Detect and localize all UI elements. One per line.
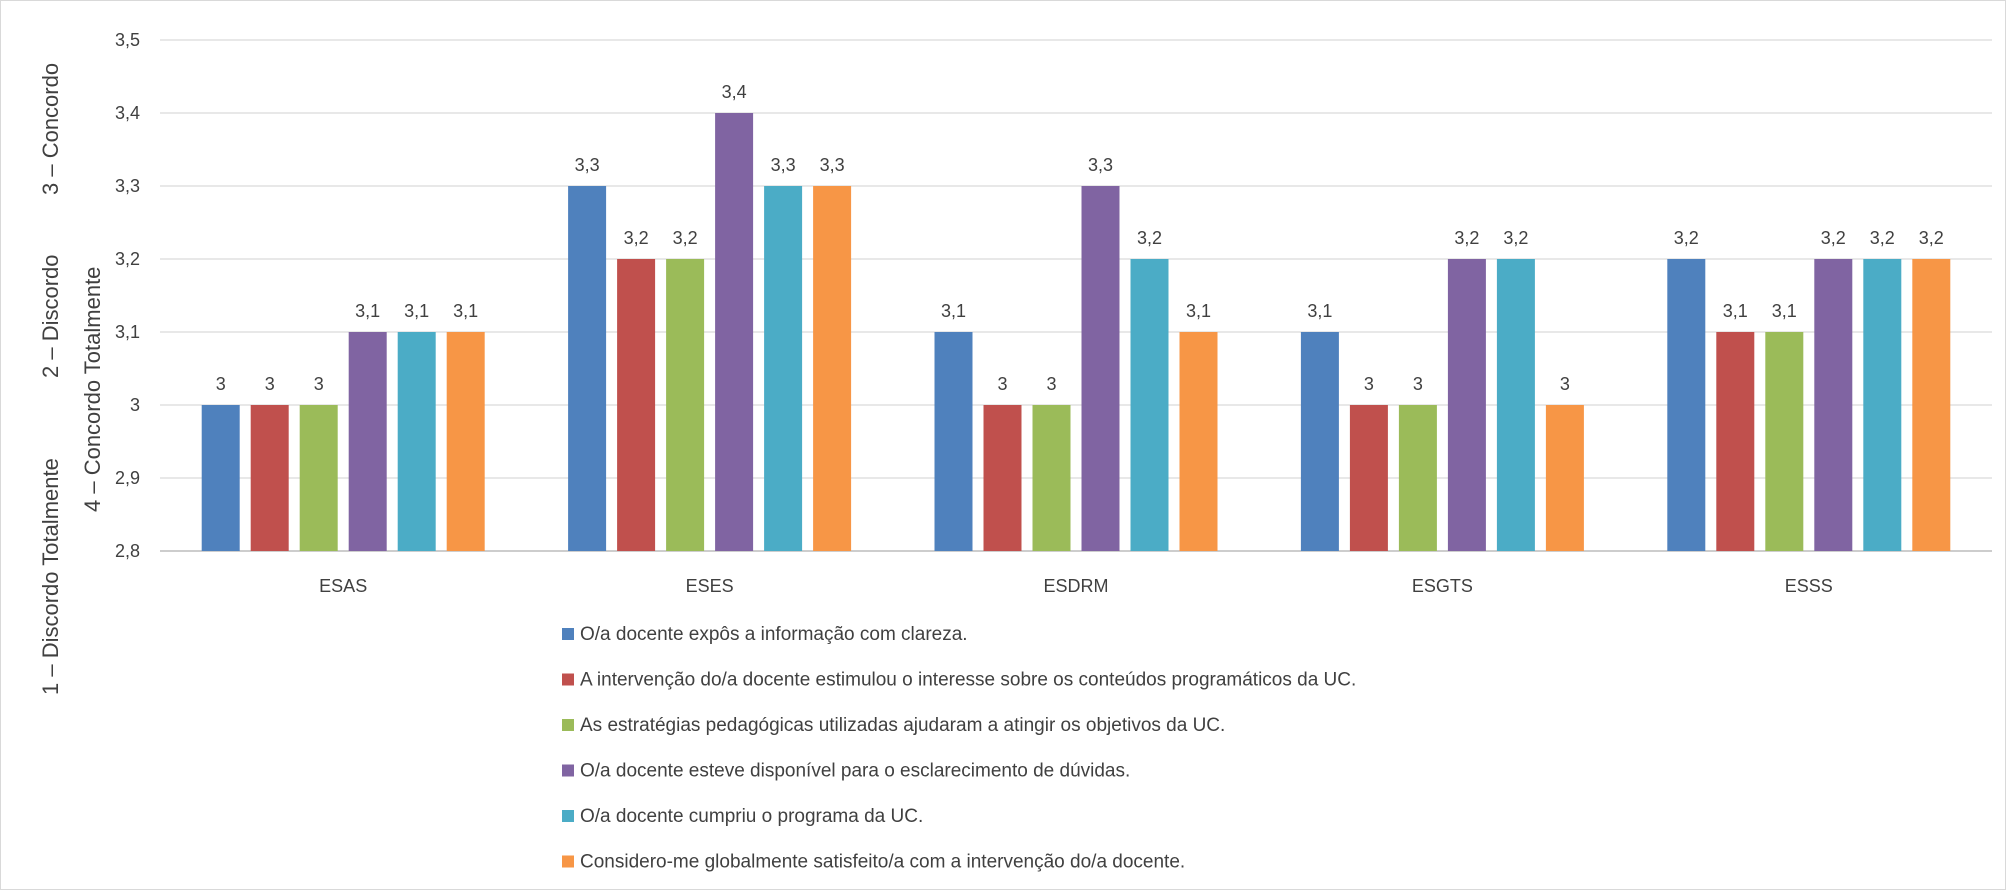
bar-value-label: 3,2 (673, 228, 698, 248)
y-tick-label: 3,5 (115, 30, 140, 50)
bar-value-label: 3,1 (404, 301, 429, 321)
bar-value-label: 3 (314, 374, 324, 394)
bar-value-label: 3 (265, 374, 275, 394)
bar (1667, 259, 1706, 551)
bar-value-label: 3 (997, 374, 1007, 394)
legend-label: O/a docente cumpriu o programa da UC. (580, 806, 923, 827)
bar (250, 405, 289, 551)
legend-swatch (562, 764, 574, 777)
bar (446, 332, 485, 551)
legend-swatch (562, 673, 574, 686)
x-tick-label: ESSS (1785, 576, 1833, 596)
y-axis-title: 1 – Discordo Totalmente 2 – Discordo 3 – C… (38, 63, 105, 695)
bar (934, 332, 973, 551)
bar-value-label: 3,1 (941, 301, 966, 321)
bar (666, 259, 705, 551)
y-tick-label: 3,4 (115, 103, 140, 123)
legend-label: As estratégias pedagógicas utilizadas aj… (580, 715, 1225, 736)
bar-value-label: 3,1 (1307, 301, 1332, 321)
bar (1349, 405, 1388, 551)
x-tick-label: ESGTS (1412, 576, 1473, 596)
bar (1032, 405, 1071, 551)
bar-value-label: 3,2 (1137, 228, 1162, 248)
y-axis-title-line: 3 – Concordo (38, 63, 63, 195)
legend-swatch (562, 719, 574, 731)
x-tick-label: ESAS (319, 576, 367, 596)
bar (715, 113, 754, 551)
y-tick-label: 3 (130, 395, 140, 415)
bar-value-label: 3,1 (355, 301, 380, 321)
bar (764, 186, 803, 551)
bar (568, 186, 607, 551)
bar (1081, 186, 1120, 551)
legend-label: A intervenção do/a docente estimulou o i… (580, 670, 1356, 691)
y-tick-label: 3,1 (115, 322, 140, 342)
bar-value-label: 3 (1560, 374, 1570, 394)
bar-value-label: 3 (1364, 374, 1374, 394)
bars (201, 113, 1951, 551)
bar-value-label: 3,3 (1088, 155, 1113, 175)
bar (617, 259, 656, 551)
legend-label: O/a docente esteve disponível para o esc… (580, 761, 1130, 782)
y-tick-label: 3,3 (115, 176, 140, 196)
y-tick-label: 2,8 (115, 541, 140, 561)
bar (397, 332, 436, 551)
bar-value-label: 3,2 (1870, 228, 1895, 248)
data-labels: 3 3 3 3,1 3,1 3,1 3,3 3,2 3,2 3,4 3,3 3,3 3,1 3 3 3,3 3,… (216, 82, 1944, 394)
x-tick-label: ESDRM (1043, 576, 1108, 596)
bar (813, 186, 852, 551)
bar-value-label: 3 (1046, 374, 1056, 394)
bar-value-label: 3,1 (1772, 301, 1797, 321)
bar (1398, 405, 1437, 551)
bar-value-label: 3,2 (1821, 228, 1846, 248)
y-axis-title-line: 1 – Discordo Totalmente (38, 458, 63, 695)
bar (348, 332, 387, 551)
bar (1447, 259, 1486, 551)
legend-label: Considero-me globalmente satisfeito/a co… (580, 852, 1185, 873)
bar (1814, 259, 1853, 551)
bar-value-label: 3,2 (624, 228, 649, 248)
bar (1496, 259, 1535, 551)
bar-value-label: 3,1 (1723, 301, 1748, 321)
bar (1716, 332, 1755, 551)
bar (1300, 332, 1339, 551)
legend-label: O/a docente expôs a informação com clare… (580, 624, 968, 645)
bar (201, 405, 240, 551)
bar-value-label: 3,1 (1186, 301, 1211, 321)
bar (299, 405, 338, 551)
legend: O/a docente expôs a informação com clare… (562, 624, 1356, 873)
legend-swatch (562, 855, 574, 868)
bar (1179, 332, 1218, 551)
bar-value-label: 3,2 (1503, 228, 1528, 248)
bar-value-label: 3,4 (722, 82, 747, 102)
x-axis-ticks: ESAS ESES ESDRM ESGTS ESSS (319, 576, 1833, 596)
y-axis-ticks: 2,8 2,9 3 3,1 3,2 3,3 3,4 3,5 (115, 30, 140, 561)
y-axis-title-line: 2 – Discordo (38, 254, 63, 378)
bar (1912, 259, 1951, 551)
bar-value-label: 3,2 (1454, 228, 1479, 248)
y-tick-label: 2,9 (115, 468, 140, 488)
bar-value-label: 3 (1413, 374, 1423, 394)
bar (1545, 405, 1584, 551)
bar-value-label: 3,2 (1674, 228, 1699, 248)
bar (1863, 259, 1902, 551)
bar (983, 405, 1022, 551)
bar (1130, 259, 1169, 551)
bar-value-label: 3,3 (820, 155, 845, 175)
bar-value-label: 3,1 (453, 301, 478, 321)
y-tick-label: 3,2 (115, 249, 140, 269)
legend-swatch (562, 810, 574, 822)
bar-value-label: 3,3 (575, 155, 600, 175)
x-tick-label: ESES (686, 576, 734, 596)
y-axis-title-line: 4 – Concordo Totalmente (80, 267, 105, 512)
bar-value-label: 3,2 (1919, 228, 1944, 248)
bar (1765, 332, 1804, 551)
legend-swatch (562, 628, 574, 640)
bar-value-label: 3,3 (771, 155, 796, 175)
bar-value-label: 3 (216, 374, 226, 394)
